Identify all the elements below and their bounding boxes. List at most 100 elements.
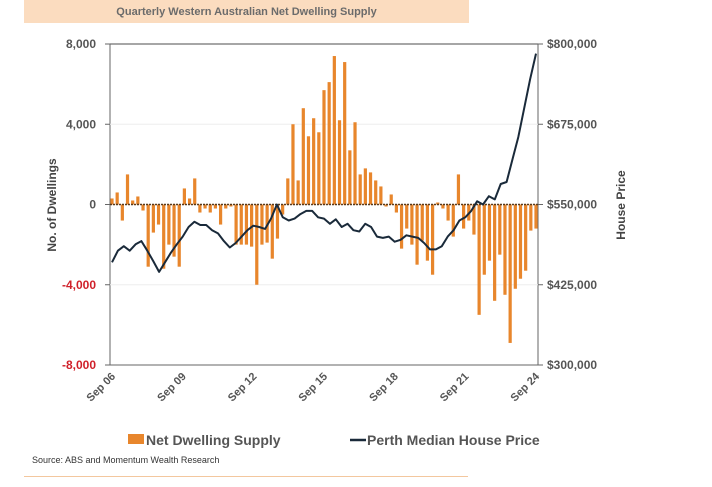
bar: [436, 202, 440, 205]
bar: [399, 204, 404, 249]
bar: [477, 204, 481, 315]
bar: [198, 204, 202, 213]
bar: [332, 56, 336, 205]
x-tick-label: Sep 09: [155, 371, 189, 405]
bar: [229, 204, 233, 207]
bar: [151, 204, 155, 233]
right-axis-ticks: $800,000 $675,000 $550,000 $425,000 $300,000: [538, 37, 597, 372]
bar: [348, 150, 352, 205]
bar: [296, 180, 300, 205]
bar: [456, 174, 461, 205]
left-tick-label: -8,000: [62, 358, 96, 372]
bar: [260, 204, 264, 245]
line-series: [111, 53, 537, 273]
right-tick-label: $550,000: [547, 198, 597, 212]
bar: [317, 132, 321, 205]
right-tick-label: $300,000: [547, 358, 597, 372]
legend-label-line: Perth Median House Price: [367, 432, 540, 448]
bar: [136, 196, 140, 205]
bar: [244, 204, 249, 245]
bar: [358, 174, 362, 205]
x-tick-label: Sep 15: [297, 371, 331, 405]
x-tick-label: Sep 21: [438, 371, 472, 405]
bar: [301, 108, 305, 205]
bar: [472, 204, 476, 235]
bar: [312, 118, 316, 205]
bar: [353, 122, 357, 205]
bar: [415, 204, 419, 265]
y-axis-label: No. of Dwellings: [45, 158, 59, 252]
bar: [363, 168, 367, 205]
right-tick-label: $675,000: [547, 117, 597, 131]
bar: [430, 204, 435, 275]
bar: [187, 198, 192, 205]
bar: [441, 204, 445, 209]
left-axis-ticks: 8,000 4,000 0 -4,000 -8,000: [62, 37, 110, 372]
bar: [508, 204, 512, 343]
chart-title-bar: Quarterly Western Australian Net Dwellin…: [24, 0, 469, 23]
bar: [487, 204, 492, 261]
bar: [529, 204, 533, 231]
x-tick-label: Sep 24: [509, 370, 543, 404]
left-tick-label: -4,000: [62, 278, 96, 292]
bar: [322, 90, 326, 205]
chart-title: Quarterly Western Australian Net Dwellin…: [116, 5, 377, 18]
bar-series: [110, 56, 538, 343]
bar: [167, 204, 171, 245]
bar: [208, 204, 212, 213]
y2-axis-label: House Price: [614, 170, 628, 240]
left-tick-label: 0: [89, 198, 96, 212]
x-axis-ticks: Sep 06 Sep 09 Sep 12 Sep 15 Sep 18 Sep 21 Sep …: [85, 370, 543, 404]
bar: [462, 204, 466, 229]
legend: Net Dwelling Supply Perth Median House P…: [128, 432, 540, 448]
left-tick-label: 4,000: [66, 117, 96, 131]
bar: [493, 204, 497, 301]
bar: [513, 204, 517, 289]
bar: [218, 204, 223, 225]
price-line: [111, 53, 537, 273]
bar: [379, 186, 383, 205]
bar: [451, 204, 455, 237]
bar: [524, 204, 528, 271]
bar: [255, 204, 259, 285]
x-tick-label: Sep 12: [226, 371, 260, 405]
bar: [343, 62, 347, 205]
bar: [156, 204, 161, 225]
bar: [389, 194, 393, 205]
bar: [291, 124, 295, 205]
bar: [213, 204, 218, 209]
bar: [275, 204, 280, 239]
footer-divider: [24, 476, 468, 477]
bar: [394, 204, 398, 213]
bar: [425, 204, 430, 261]
bar: [182, 188, 186, 205]
bar: [239, 204, 243, 245]
bar: [482, 204, 486, 275]
source-note: Source: ABS and Momentum Wealth Research: [32, 455, 220, 465]
x-tick-label: Sep 06: [85, 371, 119, 405]
bar: [503, 204, 507, 295]
bar: [203, 204, 207, 209]
bar: [405, 204, 409, 229]
bar: [281, 204, 285, 215]
bar: [110, 198, 114, 205]
bar: [384, 204, 388, 207]
bar: [115, 192, 119, 205]
bar: [498, 204, 502, 255]
bar: [125, 174, 130, 205]
bar: [337, 120, 342, 205]
bar: [131, 200, 135, 205]
bar: [518, 204, 523, 279]
bar: [374, 180, 378, 205]
right-tick-label: $800,000: [547, 37, 597, 51]
bar: [193, 178, 197, 205]
bar: [327, 82, 331, 205]
bar: [172, 204, 176, 257]
bar: [410, 204, 414, 245]
bar: [534, 204, 538, 229]
bar: [141, 204, 145, 211]
bar: [368, 172, 373, 205]
bar: [250, 204, 254, 247]
plot-frame: [109, 43, 539, 366]
